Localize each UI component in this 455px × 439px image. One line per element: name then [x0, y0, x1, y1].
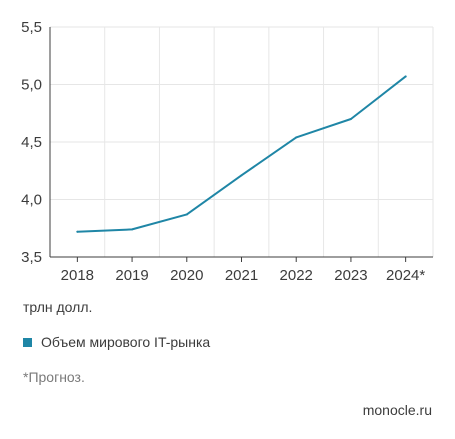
- x-tick-label: 2023: [334, 267, 367, 284]
- unit-label: трлн долл.: [23, 299, 93, 315]
- axes: [49, 27, 433, 262]
- y-tick-label: 5,0: [21, 77, 42, 94]
- legend-label: Объем мирового IT-рынка: [41, 334, 211, 350]
- series-line: [76, 75, 407, 233]
- footnote: *Прогноз.: [23, 369, 85, 385]
- data-point: [76, 230, 79, 233]
- data-point: [240, 174, 243, 177]
- x-tick-label: 2018: [61, 267, 94, 284]
- data-point: [295, 136, 298, 139]
- y-tick-labels: 3,5 4,0 4,5 5,0 5,5: [21, 19, 42, 266]
- x-tick-label: 2019: [115, 267, 148, 284]
- y-tick-label: 4,0: [21, 192, 42, 209]
- legend: Объем мирового IT-рынка: [23, 334, 210, 350]
- line-chart: 3,5 4,0 4,5 5,0 5,5 2018 2019 2020 2021 2022 2023…: [21, 19, 434, 284]
- x-tick-label: 2020: [170, 267, 203, 284]
- x-tick-label: 2024*: [386, 267, 425, 284]
- y-tick-label: 3,5: [21, 249, 42, 266]
- x-tick-labels: 2018 2019 2020 2021 2022 2023 2024*: [61, 267, 426, 284]
- data-point: [131, 228, 134, 231]
- gridlines: [50, 26, 434, 257]
- legend-swatch: [23, 337, 32, 347]
- data-point: [349, 118, 352, 120]
- source-label: monocle.ru: [362, 402, 432, 418]
- x-tick-label: 2021: [225, 267, 258, 284]
- y-tick-label: 5,5: [21, 19, 42, 36]
- data-point: [185, 213, 188, 216]
- x-tick-label: 2022: [280, 267, 313, 284]
- data-point: [404, 75, 407, 78]
- y-tick-label: 4,5: [21, 134, 42, 151]
- series-lines: [76, 75, 407, 233]
